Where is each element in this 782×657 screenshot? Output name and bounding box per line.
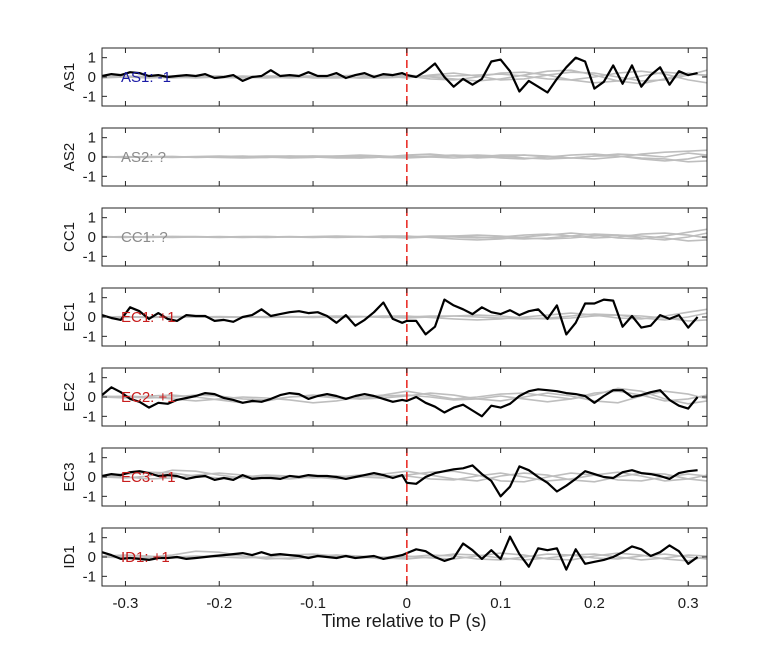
y-tick-label: -1 [83,408,96,425]
panel-annotation-id1: ID1: +1 [121,549,170,566]
x-tick-label: 0.3 [678,595,699,612]
y-axis-label-as1: AS1 [61,63,78,91]
x-axis-label: Time relative to P (s) [321,611,486,631]
x-tick-label: 0 [403,595,411,612]
panel-as2: -1 0 1 AS2 AS2: ? [61,127,708,187]
highlight-trace [102,386,699,418]
panel-annotation-as1: AS1: -1 [121,69,171,86]
y-axis-label-ec3: EC3 [61,462,78,491]
panel-annotation-ec2: EC2: +1 [121,389,176,406]
y-tick-label: 0 [88,469,96,486]
panel-id1: -1 0 1 ID1 ID1: +1 [61,527,708,587]
y-tick-label: -1 [83,328,96,345]
panel-annotation-as2: AS2: ? [121,149,166,166]
panel-annotation-ec3: EC3: +1 [121,469,176,486]
x-axis-tick-labels: -0.3 -0.2 -0.1 0 0.1 0.2 0.3 [113,595,699,612]
highlight-trace [102,56,698,94]
panel-annotation-cc1: CC1: ? [121,229,168,246]
x-tick-label: -0.3 [113,595,139,612]
x-tick-label: 0.1 [490,595,511,612]
y-tick-label: 0 [88,549,96,566]
panel-ec2: -1 0 1 EC2 EC2: +1 [61,367,708,427]
x-tick-label: 0.2 [584,595,605,612]
y-tick-label: -1 [83,88,96,105]
y-tick-label: -1 [83,488,96,505]
y-axis-label-ec1: EC1 [61,302,78,331]
x-tick-label: -0.1 [300,595,326,612]
y-tick-label: 1 [88,50,96,67]
highlight-trace [102,464,698,498]
y-tick-label: 0 [88,69,96,86]
y-tick-label: 0 [88,149,96,166]
highlight-trace [102,298,699,336]
y-tick-label: 0 [88,389,96,406]
y-axis-label-cc1: CC1 [61,222,78,252]
y-tick-label: 0 [88,229,96,246]
y-tick-label: -1 [83,168,96,185]
panels-group: -1 0 1 AS1 AS1: -1 -1 0 1 AS2 AS2: ? -1 0 1 CC1 CC1: ?… [61,47,708,587]
panel-ec3: -1 0 1 EC3 EC3: +1 [61,447,708,507]
panel-cc1: -1 0 1 CC1 CC1: ? [61,207,708,267]
x-tick-label: -0.2 [206,595,232,612]
y-tick-label: -1 [83,568,96,585]
panel-as1: -1 0 1 AS1 AS1: -1 [61,47,708,107]
y-axis-label-ec2: EC2 [61,382,78,411]
panel-ec1: -1 0 1 EC1 EC1: +1 [61,287,708,347]
panel-annotation-ec1: EC1: +1 [121,309,176,326]
y-tick-label: 1 [88,290,96,307]
y-axis-label-id1: ID1 [61,545,78,568]
y-tick-label: 1 [88,370,96,387]
y-tick-label: -1 [83,248,96,265]
y-tick-label: 1 [88,450,96,467]
y-tick-label: 0 [88,309,96,326]
background-trace [102,387,707,405]
y-axis-label-as2: AS2 [61,143,78,171]
highlight-trace [102,535,699,571]
y-tick-label: 1 [88,210,96,227]
y-tick-label: 1 [88,530,96,547]
y-tick-label: 1 [88,130,96,147]
